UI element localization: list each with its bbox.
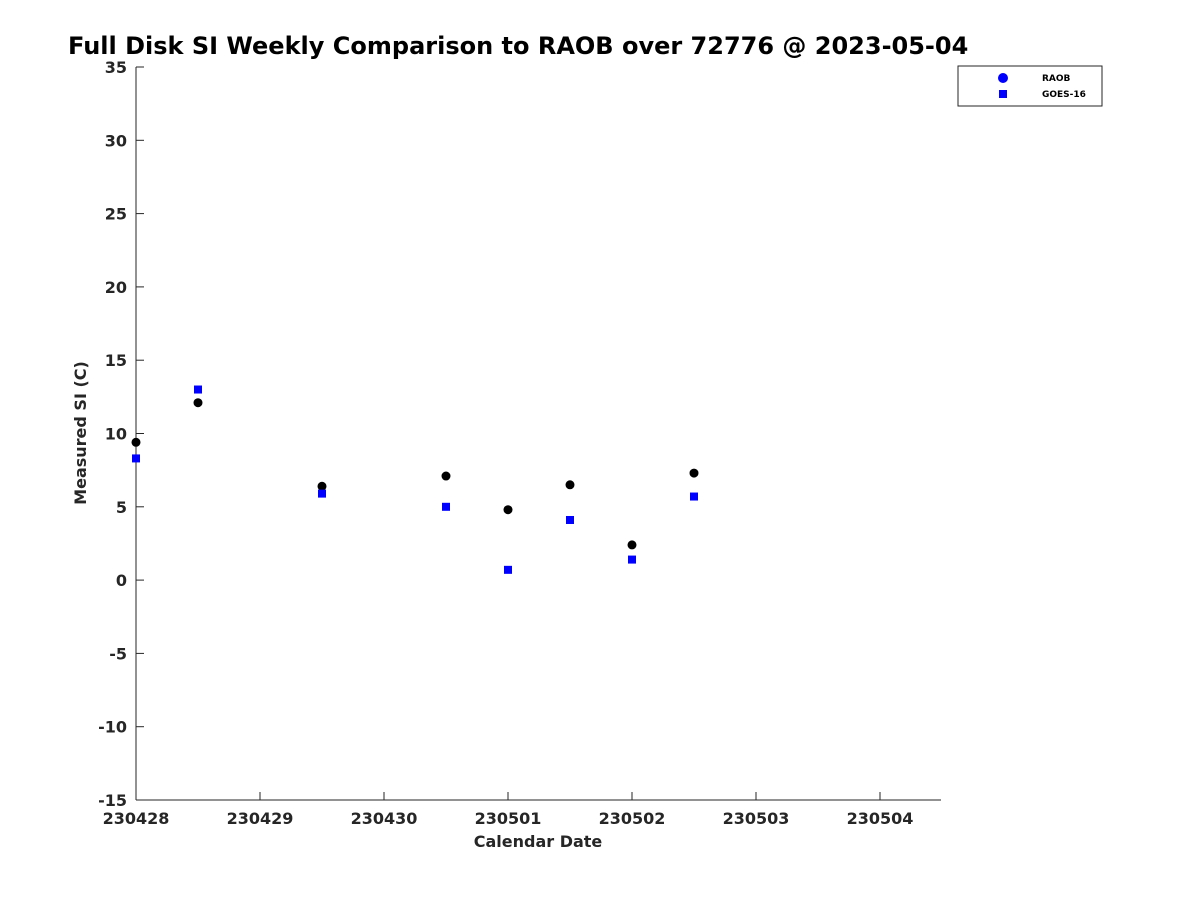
y-tick-label: -15: [98, 791, 127, 810]
data-point-goes16: [132, 454, 140, 463]
y-tick-label: 5: [116, 498, 127, 517]
x-tick-label: 230503: [723, 809, 790, 828]
x-tick-label: 230429: [227, 809, 294, 828]
plot-axes: [135, 67, 941, 801]
data-point-goes16: [690, 492, 698, 501]
data-point-raob: [565, 480, 575, 490]
chart-title: Full Disk SI Weekly Comparison to RAOB o…: [68, 32, 968, 60]
data-points: [131, 385, 699, 574]
x-tick-label: 230502: [599, 809, 666, 828]
y-tick-label: 0: [116, 571, 127, 590]
y-tick-label: -5: [109, 644, 127, 663]
data-point-goes16: [442, 502, 450, 511]
data-point-raob: [627, 540, 637, 550]
data-point-goes16: [194, 385, 202, 394]
y-axis-label: Measured SI (C): [71, 361, 90, 505]
data-point-raob: [131, 437, 141, 447]
x-tick-group: 230428 230429 230430 230501 230502 230503 2305…: [103, 792, 914, 828]
data-point-goes16: [318, 489, 326, 498]
legend-raob-marker: [998, 73, 1008, 83]
y-tick-label: 30: [105, 131, 127, 150]
legend: RAOB GOES-16: [957, 65, 1103, 107]
data-point-raob: [503, 505, 513, 515]
x-tick-label: 230430: [351, 809, 418, 828]
legend-raob-label: RAOB: [1042, 74, 1071, 84]
x-tick-label: 230428: [103, 809, 170, 828]
y-tick-group: 35 30 25 20 15 10 5 0 -5 -10 -15: [98, 58, 144, 810]
legend-goes16-label: GOES-16: [1042, 90, 1086, 100]
data-point-raob: [441, 471, 451, 481]
y-tick-label: 25: [105, 205, 127, 224]
data-point-goes16: [504, 565, 512, 574]
legend-box: [957, 65, 1103, 107]
legend-goes16-marker: [999, 90, 1007, 98]
data-point-goes16: [566, 515, 574, 524]
x-axis-label: Calendar Date: [474, 832, 603, 851]
x-tick-label: 230501: [475, 809, 542, 828]
y-tick-label: 10: [105, 425, 127, 444]
y-tick-label: 35: [105, 58, 127, 77]
y-tick-label: 20: [105, 278, 127, 297]
x-tick-label: 230504: [847, 809, 914, 828]
data-point-raob: [193, 398, 203, 408]
y-tick-label: -10: [98, 718, 127, 737]
data-point-goes16: [628, 555, 636, 564]
data-point-raob: [317, 481, 327, 491]
data-point-raob: [689, 468, 699, 478]
y-tick-label: 15: [105, 351, 127, 370]
